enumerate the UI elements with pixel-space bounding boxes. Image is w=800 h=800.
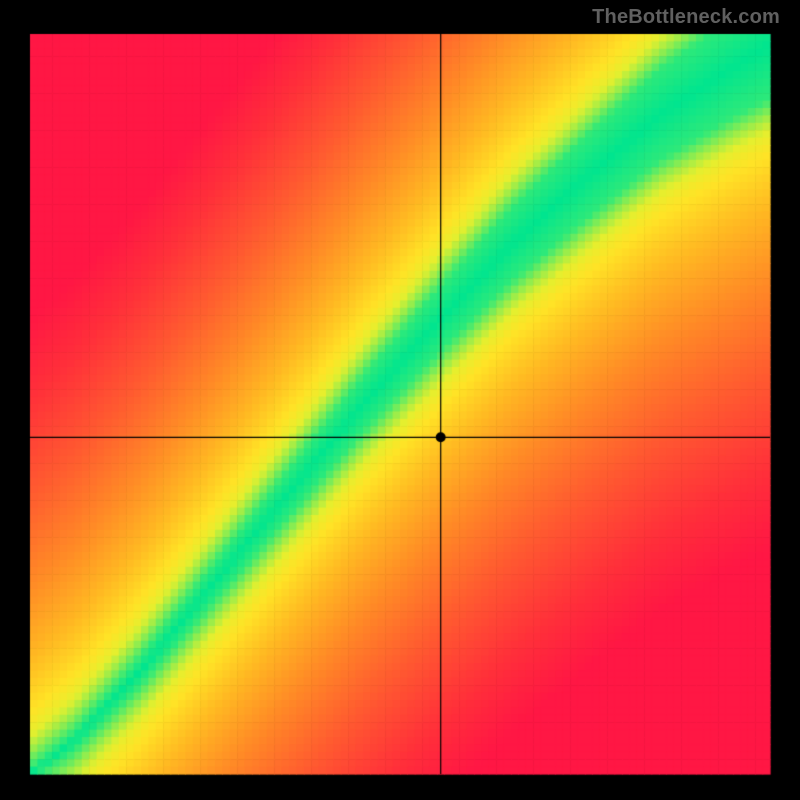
bottleneck-heatmap xyxy=(0,0,800,800)
chart-container: TheBottleneck.com xyxy=(0,0,800,800)
